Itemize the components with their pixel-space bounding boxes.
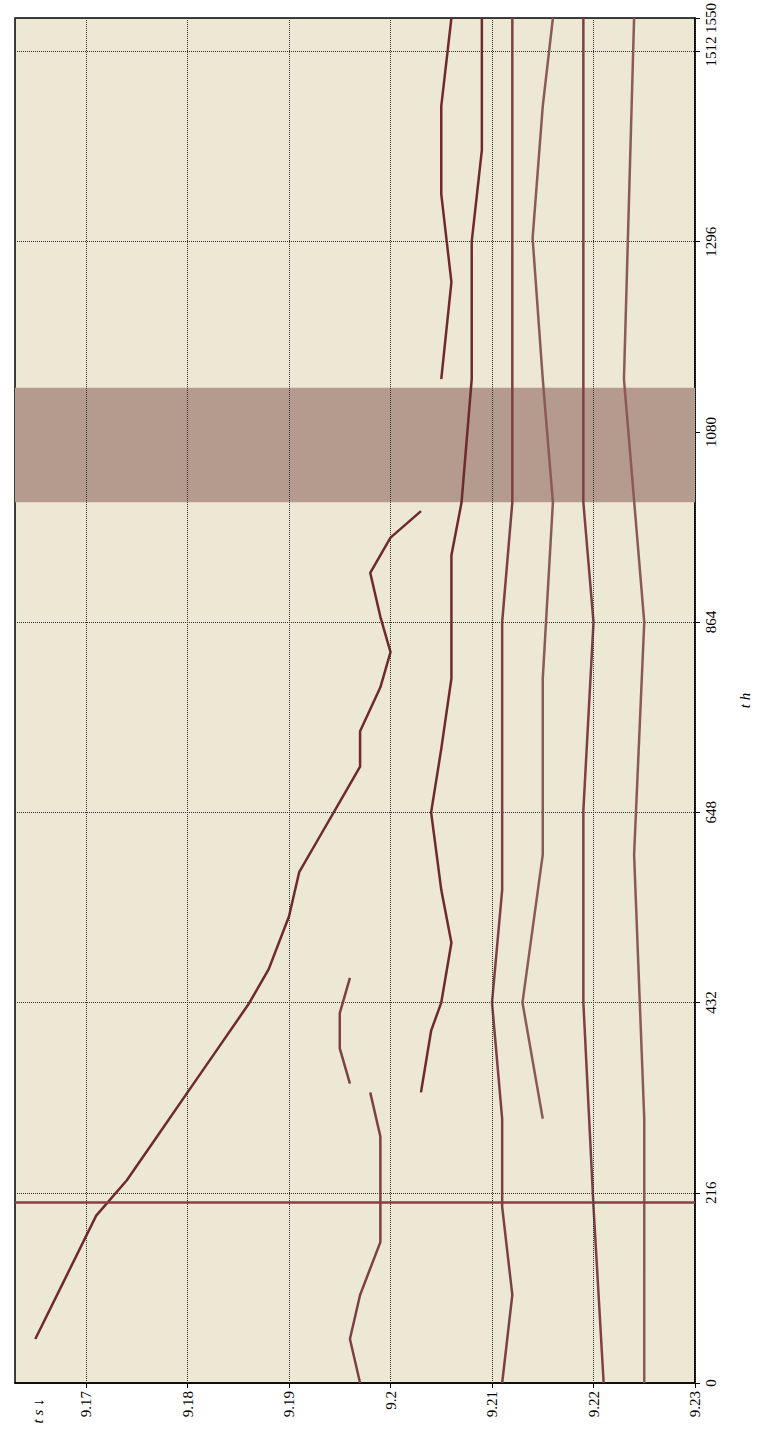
svg-text:0: 0	[703, 1379, 719, 1387]
svg-text:216: 216	[703, 1181, 719, 1204]
svg-text:9.23: 9.23	[687, 1391, 703, 1417]
svg-text:9.22: 9.22	[586, 1391, 602, 1417]
svg-text:1512: 1512	[703, 36, 719, 66]
svg-text:t h: t h	[737, 693, 753, 708]
svg-text:9.17: 9.17	[78, 1391, 94, 1418]
svg-text:9.2: 9.2	[383, 1391, 399, 1410]
svg-text:9.19: 9.19	[281, 1391, 297, 1417]
svg-text:1080: 1080	[703, 417, 719, 447]
svg-text:1296: 1296	[703, 226, 719, 257]
svg-text:9.18: 9.18	[180, 1391, 196, 1417]
svg-text:t s ↓: t s ↓	[30, 1398, 46, 1423]
svg-text:432: 432	[703, 991, 719, 1014]
svg-text:9.21: 9.21	[484, 1391, 500, 1417]
svg-text:864: 864	[703, 610, 719, 633]
svg-text:648: 648	[703, 801, 719, 824]
svg-text:1550: 1550	[703, 3, 719, 33]
